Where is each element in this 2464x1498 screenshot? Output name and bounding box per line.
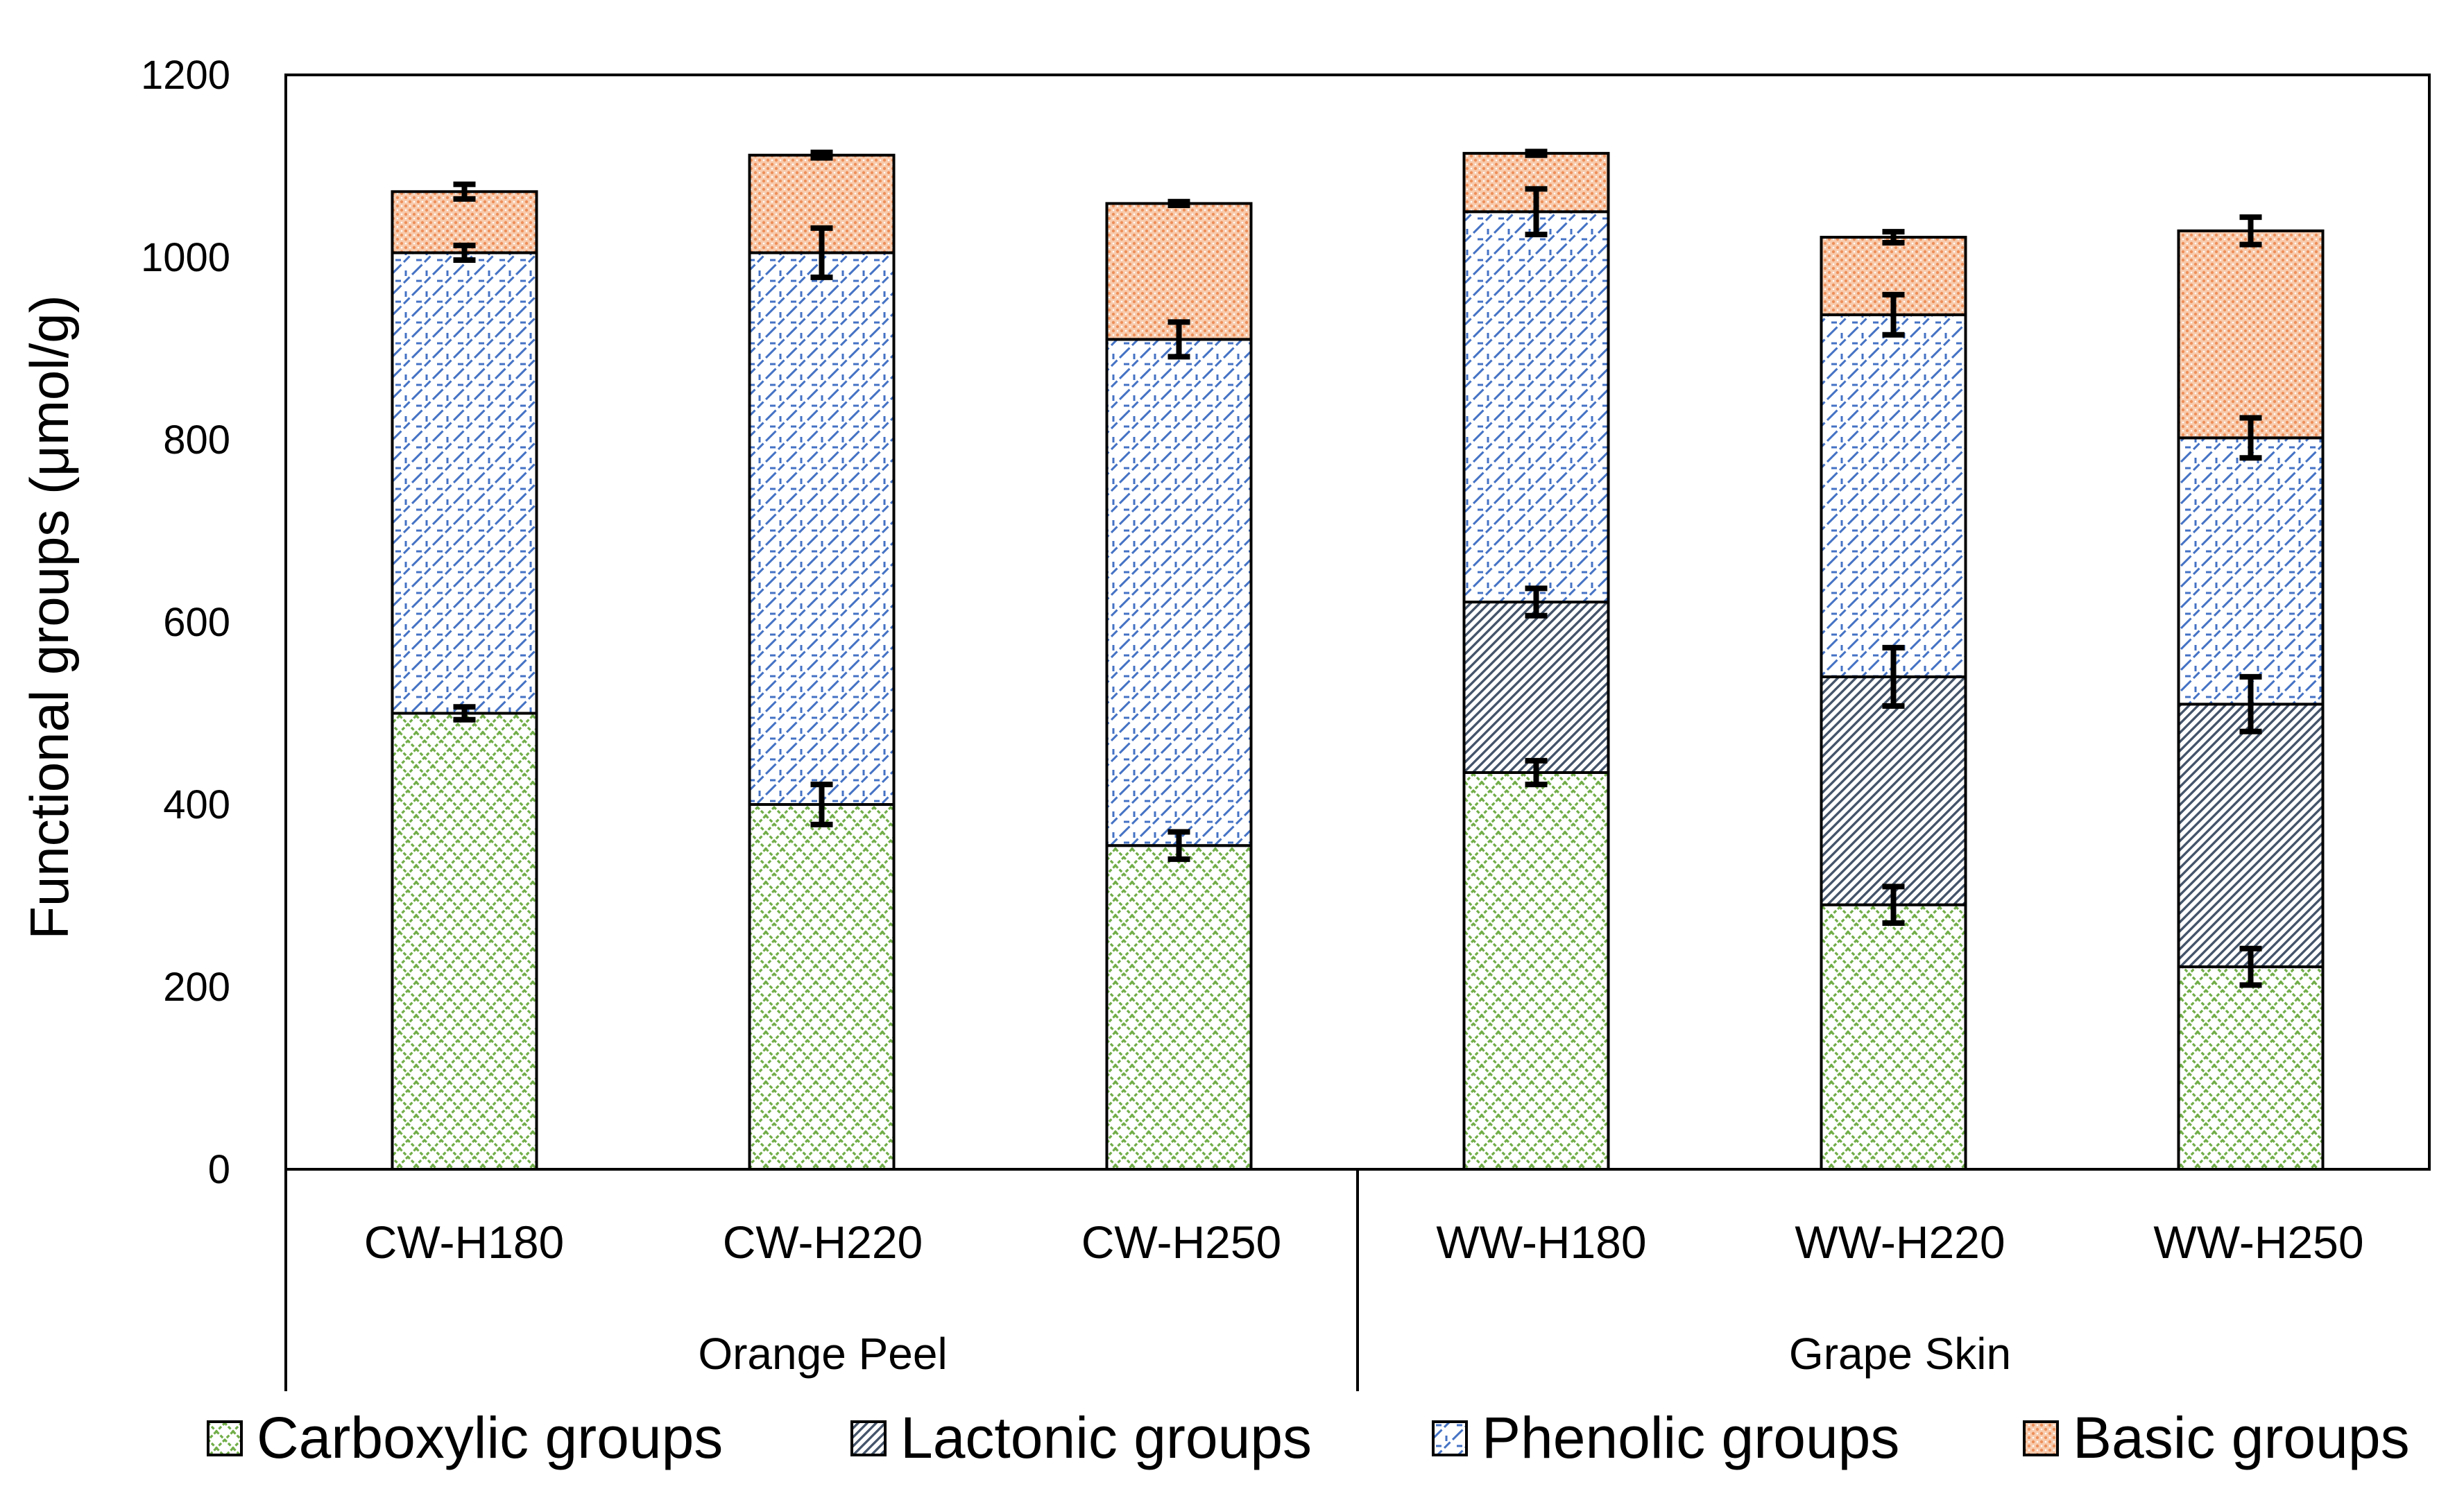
bar-ww-h220-lactonic-groups: [1820, 675, 1967, 906]
legend-item-lactonic: Lactonic groups: [850, 1405, 1312, 1470]
y-tick-label-800: 800: [163, 417, 230, 463]
error-bar-ww-h180-basic-groups: [1525, 148, 1548, 158]
error-bar-ww-h250-phenolic-groups: [2239, 415, 2262, 461]
error-bar-ww-h220-lactonic-groups: [1882, 644, 1905, 709]
category-label-ww-h220: WW-H220: [1795, 1216, 2005, 1268]
bar-ww-h180-carboxylic-groups: [1462, 770, 1610, 1171]
y-tick-label-600: 600: [163, 600, 230, 645]
error-bar-ww-h220-phenolic-groups: [1882, 291, 1905, 338]
group-label-orange-peel: Orange Peel: [698, 1329, 947, 1379]
plot-area-frame: [284, 74, 2431, 1171]
error-bar-ww-h220-carboxylic-groups: [1882, 884, 1905, 926]
bar-cw-h250-carboxylic-groups: [1105, 844, 1253, 1171]
bar-cw-h180-phenolic-groups: [391, 251, 538, 715]
error-bar-cw-h250-basic-groups: [1167, 198, 1190, 209]
bar-ww-h250-basic-groups: [2177, 229, 2325, 440]
error-bar-cw-h250-carboxylic-groups: [1167, 829, 1190, 862]
category-label-cw-h220: CW-H220: [723, 1216, 923, 1268]
error-bar-cw-h220-phenolic-groups: [810, 225, 833, 280]
bar-cw-h220-phenolic-groups: [748, 251, 896, 806]
y-axis-ticks: 0 200 400 600 800 1000 1200: [141, 53, 230, 1192]
bar-ww-h250-carboxylic-groups: [2177, 965, 2325, 1171]
bar-cw-h220-carboxylic-groups: [748, 803, 896, 1171]
y-tick-label-0: 0: [208, 1147, 230, 1192]
y-axis-label: Functional groups (μmol/g): [19, 295, 80, 939]
bar-cw-h180-carboxylic-groups: [391, 712, 538, 1171]
legend-label-basic: Basic groups: [2073, 1405, 2410, 1470]
bar-ww-h180-lactonic-groups: [1462, 601, 1610, 774]
error-bar-ww-h180-lactonic-groups: [1525, 585, 1548, 619]
bar-cw-h180-basic-groups: [391, 190, 538, 255]
y-tick-label-1000: 1000: [141, 235, 230, 280]
group-label-grape-skin: Grape Skin: [1789, 1329, 2011, 1379]
category-labels: CW-H180 CW-H220 CW-H250 WW-H180 WW-H220 …: [364, 1216, 2364, 1268]
category-label-cw-h180: CW-H180: [364, 1216, 565, 1268]
legend: Carboxylic groups Lactonic groups Phenol…: [207, 1405, 2410, 1470]
group-labels: Orange Peel Grape Skin: [698, 1329, 2011, 1379]
y-tick-label-200: 200: [163, 965, 230, 1010]
error-bars: [453, 148, 2262, 988]
bar-ww-h250-lactonic-groups: [2177, 703, 2325, 969]
error-bar-cw-h220-carboxylic-groups: [810, 782, 833, 827]
y-tick-label-400: 400: [163, 782, 230, 827]
error-bar-ww-h180-carboxylic-groups: [1525, 757, 1548, 788]
error-bar-ww-h250-carboxylic-groups: [2239, 945, 2262, 988]
bars: [391, 152, 2325, 1171]
category-label-ww-h250: WW-H250: [2153, 1216, 2363, 1268]
legend-label-phenolic: Phenolic groups: [1482, 1405, 1899, 1470]
bar-ww-h220-carboxylic-groups: [1820, 903, 1967, 1171]
error-bar-cw-h250-phenolic-groups: [1167, 319, 1190, 360]
legend-label-lactonic: Lactonic groups: [900, 1405, 1312, 1470]
error-bar-ww-h250-lactonic-groups: [2239, 673, 2262, 734]
bar-cw-h250-basic-groups: [1105, 202, 1253, 341]
y-tick-label-1200: 1200: [141, 53, 230, 98]
error-bar-cw-h220-basic-groups: [810, 149, 833, 161]
error-bar-cw-h180-phenolic-groups: [453, 242, 476, 263]
bar-ww-h250-phenolic-groups: [2177, 436, 2325, 706]
bar-ww-h220-phenolic-groups: [1820, 313, 1967, 678]
legend-item-phenolic: Phenolic groups: [1432, 1405, 1899, 1470]
error-bar-ww-h180-phenolic-groups: [1525, 186, 1548, 238]
bar-ww-h180-phenolic-groups: [1462, 210, 1610, 604]
error-bar-ww-h220-basic-groups: [1882, 229, 1905, 246]
category-label-cw-h250: CW-H250: [1081, 1216, 1282, 1268]
legend-swatch-carboxylic: [207, 1420, 243, 1456]
legend-swatch-lactonic: [850, 1420, 887, 1456]
error-bar-cw-h180-basic-groups: [453, 181, 476, 202]
category-label-ww-h180: WW-H180: [1436, 1216, 1646, 1268]
legend-item-basic: Basic groups: [2023, 1405, 2410, 1470]
legend-label-carboxylic: Carboxylic groups: [257, 1405, 723, 1470]
legend-swatch-basic: [2023, 1420, 2059, 1456]
error-bar-cw-h180-carboxylic-groups: [453, 704, 476, 723]
bar-cw-h250-phenolic-groups: [1105, 338, 1253, 847]
error-bar-ww-h250-basic-groups: [2239, 214, 2262, 248]
legend-item-carboxylic: Carboxylic groups: [207, 1405, 723, 1470]
legend-swatch-phenolic: [1432, 1420, 1468, 1456]
